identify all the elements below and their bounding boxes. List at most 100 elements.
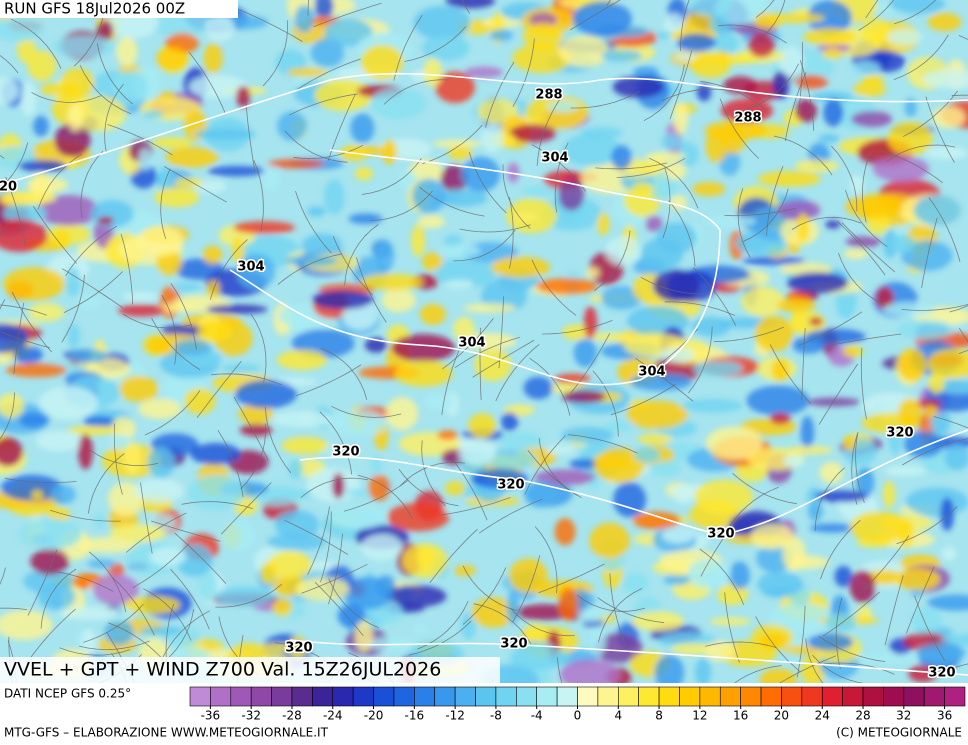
field-blob [843,435,856,451]
streamline [531,259,577,316]
streamline [301,563,368,594]
field-blob [807,633,854,652]
field-blob [421,34,470,61]
streamline [454,336,520,369]
field-blob [750,523,794,550]
colorbar-bin [291,686,313,707]
field-blob [342,302,378,331]
field-blob [155,303,199,313]
field-blob [746,385,810,416]
field-blob [436,189,488,207]
field-blob [0,76,19,105]
field-blob [3,267,66,301]
streamline [404,26,467,62]
field-blob [324,18,373,47]
streamline [238,8,303,42]
field-blob [825,220,841,229]
field-blob [444,279,474,289]
field-blob [782,536,807,571]
field-blob [343,576,393,610]
field-blob [391,334,456,362]
streamline [441,345,462,415]
streamline [837,221,886,276]
field-blob [370,88,427,120]
streamline [858,0,895,31]
field-blob [849,174,865,195]
streamline [664,301,736,316]
field-blob [823,98,844,127]
field-blob [118,375,159,402]
field-blob [694,658,712,683]
field-blob [491,256,551,278]
field-blob [597,212,610,236]
streamline [332,235,374,296]
field-blob [354,166,374,181]
streamline [393,14,423,81]
field-blob [898,398,923,426]
streamline [635,357,694,402]
field-blob [238,403,274,425]
streamline [11,291,53,353]
colorbar-bin [556,686,578,707]
colorbar-bin [699,686,721,707]
colorbar-bin [189,686,211,707]
field-blob [562,133,622,167]
field-blob [337,604,366,629]
colorbar-tick-label: -16 [405,709,425,723]
field-blob [594,633,643,664]
streamline [0,304,47,316]
field-blob [656,30,672,40]
field-blob [897,319,954,340]
field-blob [509,124,557,143]
field-blob [67,323,80,349]
field-blob [897,348,927,382]
field-blob [437,430,459,441]
streamline [151,520,221,542]
field-blob [20,81,37,117]
field-blob [748,33,776,58]
streamline [284,130,348,163]
field-blob [134,478,185,503]
streamline [865,0,879,19]
field-blob [794,159,839,173]
streamline [419,186,485,217]
streamline [79,65,132,115]
field-blob [27,302,65,322]
field-blob [92,574,139,605]
contour-label: 288 [734,111,761,126]
field-blob [759,668,797,683]
streamline [361,157,422,195]
colorbar-tick-label: 16 [733,709,748,723]
streamline [796,605,806,678]
field-blob [281,436,329,455]
streamline [300,477,368,499]
field-blob [807,397,861,407]
field-blob [385,585,447,608]
streamline [356,257,387,323]
field-blob [19,518,82,550]
streamline [512,38,535,107]
field-blob [154,186,200,208]
colorbar-bin [393,686,415,707]
field-blob [221,363,261,374]
field-blob [887,29,923,45]
field-blob [856,652,919,664]
field-blob [536,278,598,295]
field-blob [850,511,908,543]
streamline [928,197,961,263]
field-blob [613,482,647,518]
field-blob [68,348,107,364]
field-blob [523,376,553,400]
streamline [498,296,504,369]
field-blob [454,565,476,577]
field-blob [694,479,754,515]
streamline [700,80,766,111]
colorbar-tick-label: -32 [241,709,261,723]
streamline [440,497,511,516]
streamline [4,478,77,484]
field-blob [922,69,968,89]
field-blob [845,193,903,219]
streamline [160,168,171,239]
streamline [512,555,541,622]
